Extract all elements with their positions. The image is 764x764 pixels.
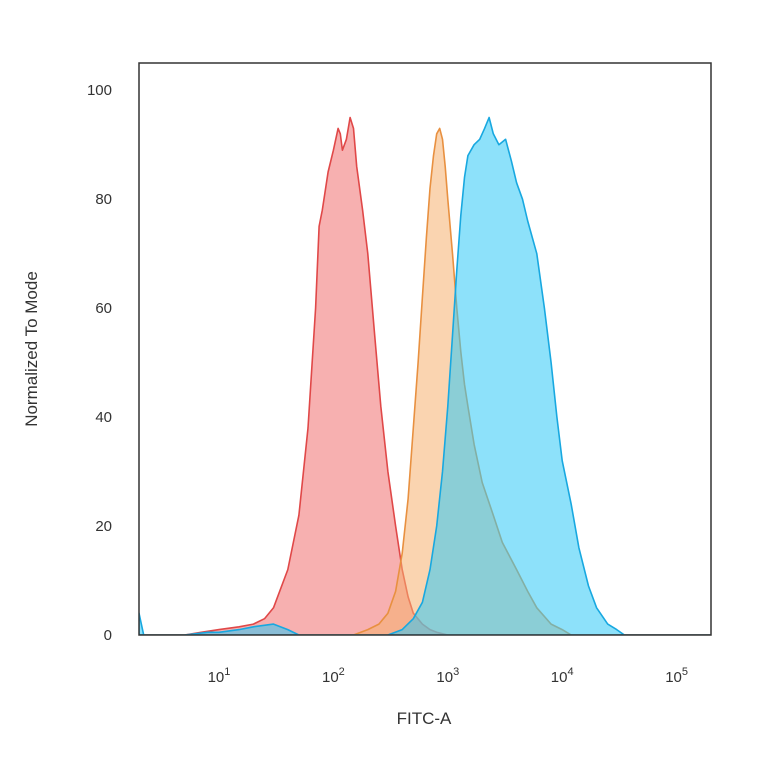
y-tick-label: 60 [95, 300, 112, 317]
y-tick-label: 100 [87, 82, 112, 99]
x-tick-label: 103 [436, 666, 459, 686]
histogram-series-group [139, 116, 711, 635]
y-tick-label: 40 [95, 409, 112, 426]
y-axis-label: Normalized To Mode [22, 271, 41, 427]
x-axis-label: FITC-A [397, 709, 452, 728]
x-tick-label: 105 [665, 666, 688, 686]
x-tick-label: 104 [551, 666, 574, 686]
x-axis-ticks: 101 102 103 104 105 [208, 666, 688, 686]
x-tick-label: 102 [322, 666, 345, 686]
plot-frame [138, 62, 712, 636]
y-axis-ticks: 0 20 40 60 80 100 [87, 82, 112, 644]
y-tick-label: 20 [95, 518, 112, 535]
y-tick-label: 80 [95, 191, 112, 208]
y-tick-label: 0 [104, 627, 112, 644]
histogram-series-3 [139, 116, 711, 635]
x-tick-label: 101 [208, 666, 231, 686]
